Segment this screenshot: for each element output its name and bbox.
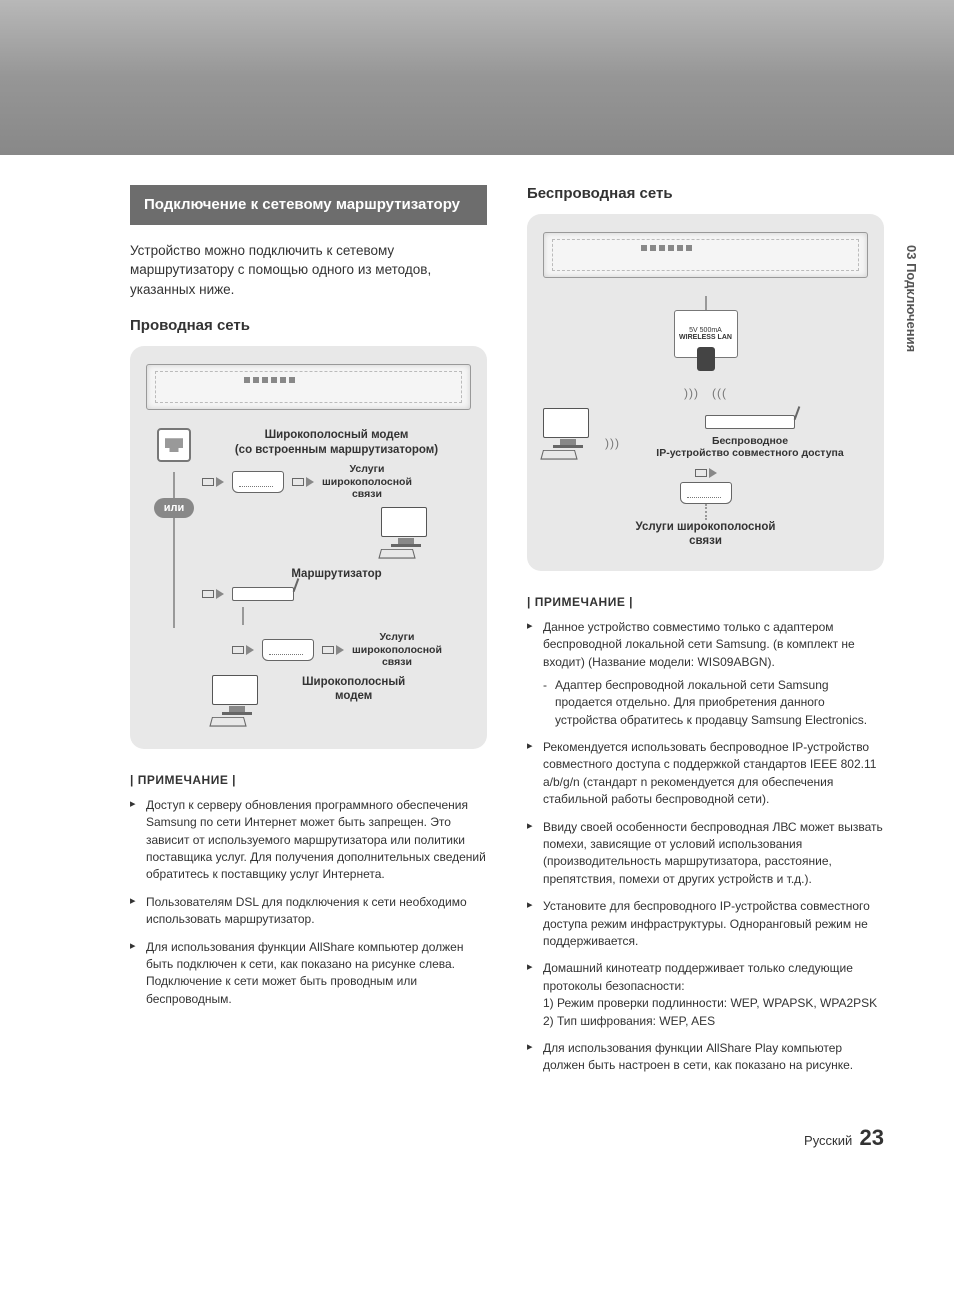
- router-label: Маршрутизатор: [202, 567, 471, 581]
- section-header: Подключение к сетевому маршрутизатору: [130, 185, 487, 225]
- lan-port-icon: [157, 428, 191, 462]
- cable-arrow-icon: [695, 468, 717, 478]
- note-item: Установите для беспроводного IP-устройст…: [527, 898, 884, 950]
- pc-icon: [543, 408, 593, 460]
- cable-arrow-icon: [322, 645, 344, 655]
- wireless-subheading: Беспроводная сеть: [527, 185, 884, 202]
- right-column: Беспроводная сеть 5V 500mA WIRELESS LAN …: [527, 185, 884, 1085]
- wireless-router-icon: [705, 415, 795, 429]
- wireless-waves-icon: ))) (((: [684, 386, 727, 400]
- note-heading: | ПРИМЕЧАНИЕ |: [130, 773, 487, 787]
- cable-arrow-icon: [232, 645, 254, 655]
- wired-diagram: или Широкополосный модем (со встроенным …: [130, 346, 487, 749]
- dongle-label: WIRELESS LAN: [679, 334, 732, 341]
- wired-subheading: Проводная сеть: [130, 317, 487, 334]
- note-subitem: Адаптер беспроводной локальной сети Sams…: [543, 677, 884, 729]
- modem-icon: [262, 639, 314, 661]
- cable-arrow-icon: [202, 589, 224, 599]
- modem-icon: [680, 482, 732, 504]
- note-item: Ввиду своей особенности беспроводная ЛВС…: [527, 819, 884, 889]
- broadband-label: Услуги широкополосной связи: [352, 631, 442, 669]
- wired-notes-list: Доступ к серверу обновления программного…: [130, 797, 487, 1008]
- modem-combo-label: Широкополосный модем (со встроенным марш…: [202, 428, 471, 457]
- intro-paragraph: Устройство можно подключить к сетевому м…: [130, 241, 487, 300]
- left-column: Подключение к сетевому маршрутизатору Ус…: [130, 185, 487, 1085]
- top-gradient-band: [0, 0, 954, 155]
- router-icon: [232, 587, 294, 601]
- note-heading: | ПРИМЕЧАНИЕ |: [527, 595, 884, 609]
- broadband-label: Услуги широкополосной связи: [322, 463, 412, 501]
- note-item: Рекомендуется использовать беспроводное …: [527, 739, 884, 809]
- cable-arrow-icon: [292, 477, 314, 487]
- note-item: Данное устройство совместимо только с ад…: [527, 619, 884, 729]
- note-item: Домашний кинотеатр поддерживает только с…: [527, 960, 884, 1030]
- main-unit-rear-icon: [146, 364, 471, 410]
- cable-arrow-icon: [202, 477, 224, 487]
- note-item: Пользователям DSL для подключения к сети…: [130, 894, 487, 929]
- dongle-spec-label: 5V 500mA: [689, 327, 722, 334]
- modem-icon: [232, 471, 284, 493]
- pc-icon: [212, 675, 262, 727]
- broadband-label: Услуги широкополосной связи: [636, 520, 776, 549]
- chapter-side-tab: 03 Подключения: [904, 245, 919, 352]
- wireless-notes-list: Данное устройство совместимо только с ад…: [527, 619, 884, 1075]
- wifi-dongle-icon: 5V 500mA WIRELESS LAN: [674, 310, 738, 358]
- modem-label: Широкополосный модем: [302, 675, 405, 704]
- or-pill: или: [154, 498, 195, 518]
- page-footer: Русский 23: [130, 1125, 884, 1151]
- page-number: 23: [860, 1125, 884, 1150]
- two-column-layout: Подключение к сетевому маршрутизатору Ус…: [130, 185, 884, 1085]
- wireless-waves-icon: ))): [605, 436, 620, 450]
- main-unit-rear-icon: [543, 232, 868, 278]
- wireless-diagram: 5V 500mA WIRELESS LAN ))) ((( ))) Беспро…: [527, 214, 884, 571]
- note-item: Для использования функции AllShare Play …: [527, 1040, 884, 1075]
- pc-icon: [381, 507, 431, 559]
- footer-language: Русский: [804, 1133, 852, 1148]
- ap-label: Беспроводное IP-устройство совместного д…: [632, 435, 868, 460]
- note-item: Для использования функции AllShare компь…: [130, 939, 487, 1009]
- note-item: Доступ к серверу обновления программного…: [130, 797, 487, 884]
- page-content: 03 Подключения Подключение к сетевому ма…: [0, 185, 954, 1191]
